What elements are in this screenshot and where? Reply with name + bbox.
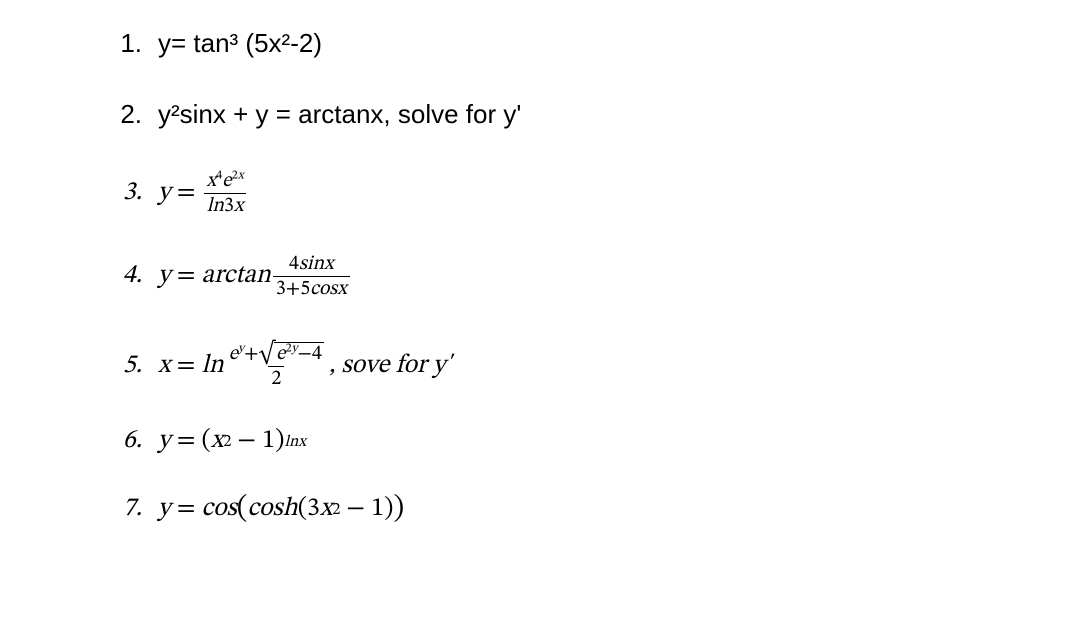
fraction-denominator: 3+5cosx (273, 276, 350, 300)
fraction-denominator: 2 (268, 366, 284, 390)
item-body: y= tan³ (5x²-2) (158, 28, 322, 59)
item-body: y = (x2 − 1)lnx (158, 426, 306, 457)
sqrt: √e2y−4 (258, 342, 323, 365)
item-body: x = ln ey+√e2y−4 2 , sove for y' (158, 342, 451, 390)
item-number: 7. (98, 494, 158, 525)
list-item: 1. y= tan³ (5x²-2) (98, 28, 1080, 59)
fraction-numerator: x4e2x (204, 170, 247, 193)
item-body: y²sinx + y = arctanx, solve for y' (158, 99, 521, 130)
item-number: 6. (98, 426, 158, 457)
item-number: 5. (98, 351, 158, 382)
item-body: y = cos(cosh(3x2 − 1)) (158, 492, 404, 528)
fraction: x4e2x ln3x (204, 170, 247, 217)
eq-prefix: x = ln (158, 351, 224, 382)
list-item: 6. y = (x2 − 1)lnx (98, 426, 1080, 457)
item-number: 3. (98, 178, 158, 209)
problem-list: 1. y= tan³ (5x²-2) 2. y²sinx + y = arcta… (0, 0, 1080, 528)
fraction: ey+√e2y−4 2 (226, 342, 327, 390)
item-number: 2. (98, 99, 158, 130)
fraction-numerator: 4sinx (286, 253, 337, 276)
list-item: 2. y²sinx + y = arctanx, solve for y' (98, 99, 1080, 130)
eq-suffix: , sove for y' (329, 351, 451, 382)
fraction-numerator: ey+√e2y−4 (226, 342, 327, 366)
item-body: y = arctan 4sinx 3+5cosx (158, 253, 352, 300)
fraction-denominator: ln3x (204, 193, 247, 217)
item-number: 4. (98, 261, 158, 292)
item-number: 1. (98, 28, 158, 59)
list-item: 4. y = arctan 4sinx 3+5cosx (98, 253, 1080, 300)
list-item: 7. y = cos(cosh(3x2 − 1)) (98, 492, 1080, 528)
eq-prefix: y = (158, 178, 202, 209)
item-body: y = x4e2x ln3x (158, 170, 249, 217)
list-item: 5. x = ln ey+√e2y−4 2 , sove for y' (98, 342, 1080, 390)
eq-prefix: y = arctan (158, 261, 271, 292)
fraction: 4sinx 3+5cosx (273, 253, 350, 300)
list-item: 3. y = x4e2x ln3x (98, 170, 1080, 217)
